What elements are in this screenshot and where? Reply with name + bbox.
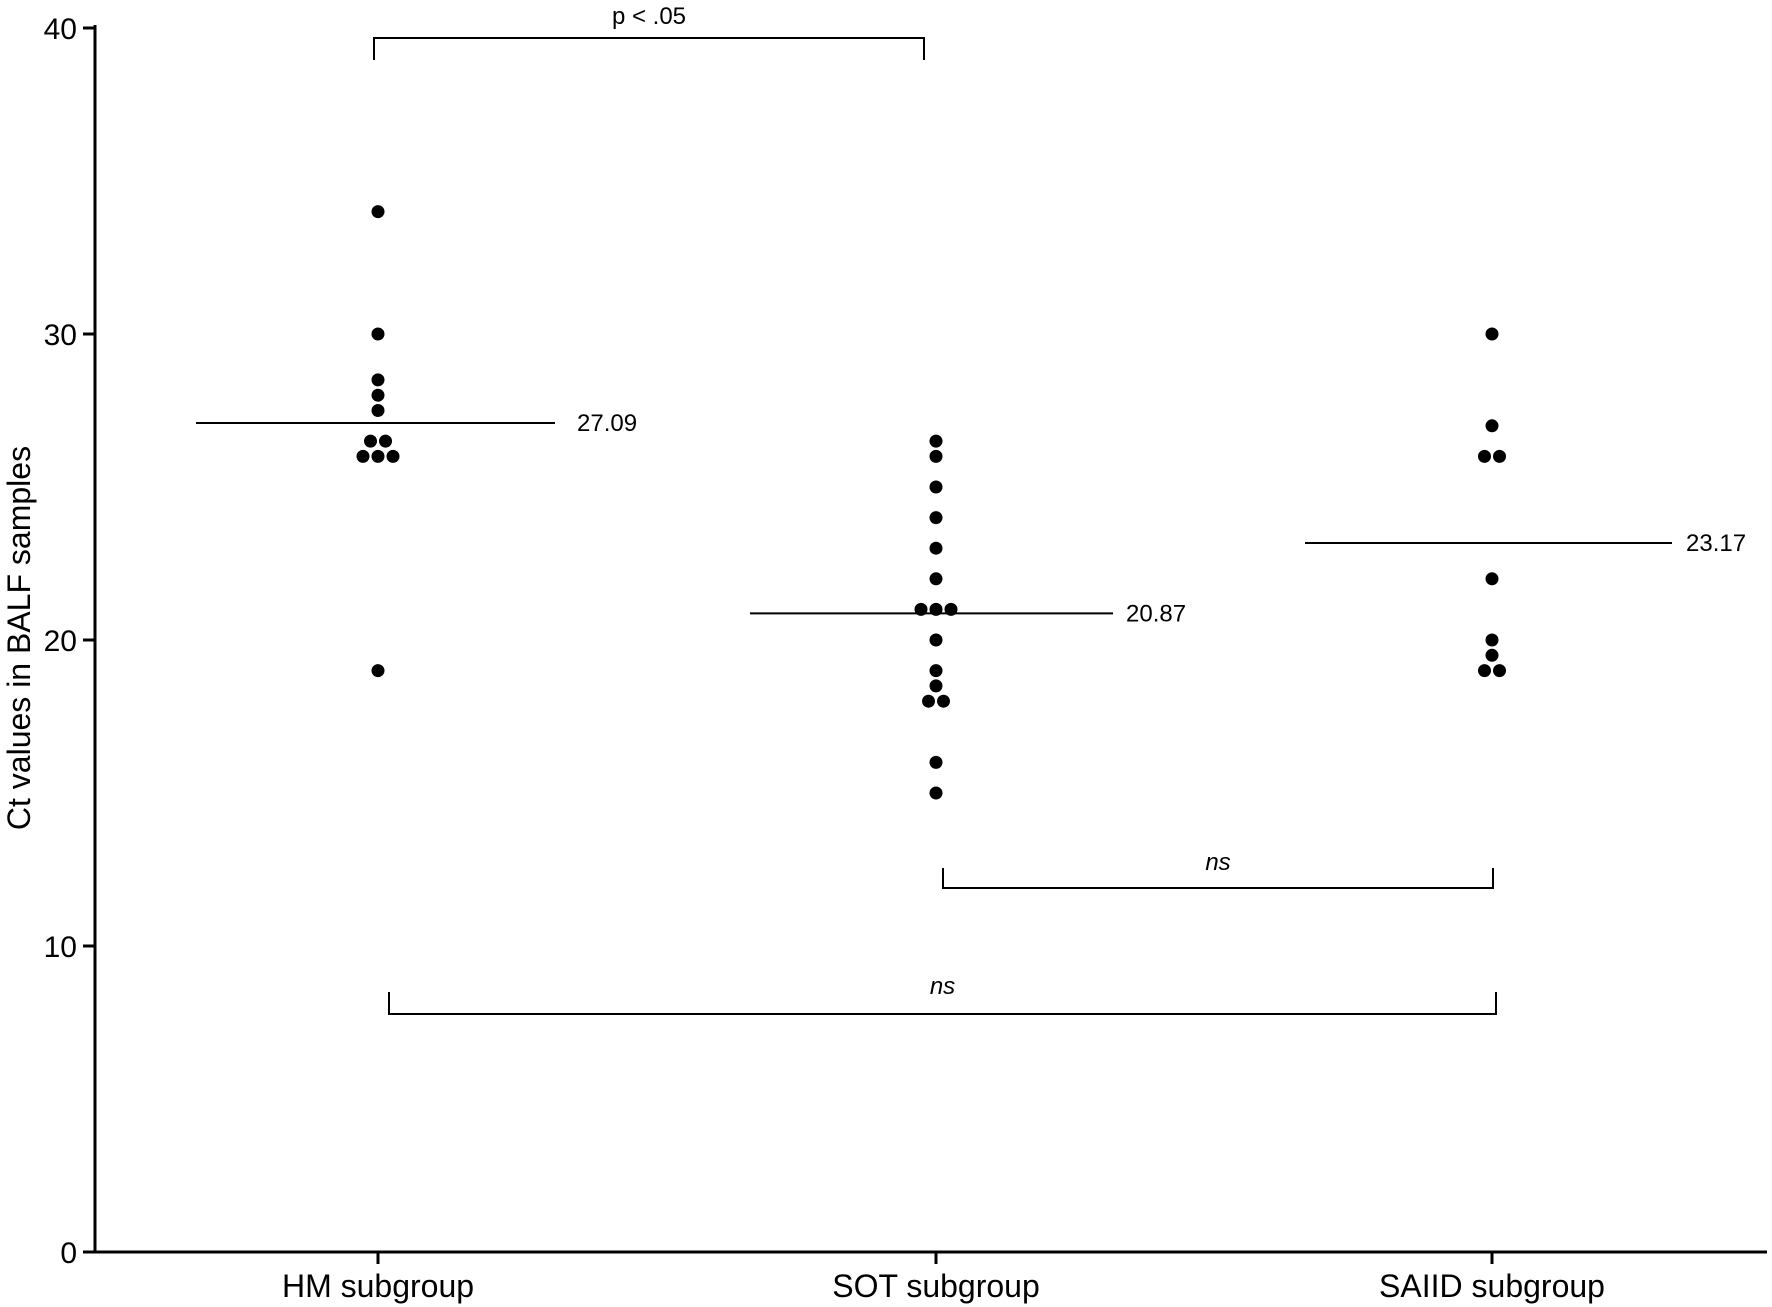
data-point bbox=[929, 664, 943, 678]
mean-label: 27.09 bbox=[577, 410, 637, 437]
comparison-label: p < .05 bbox=[612, 3, 686, 30]
data-point bbox=[929, 755, 943, 769]
comparison-bracket bbox=[942, 868, 1494, 889]
data-point bbox=[1478, 449, 1491, 463]
data-point bbox=[371, 449, 385, 463]
comparison-label: ns bbox=[1205, 849, 1230, 876]
data-point bbox=[914, 602, 928, 616]
data-point bbox=[944, 602, 958, 616]
y-tick-label: 10 bbox=[44, 931, 77, 964]
data-point bbox=[929, 572, 943, 586]
data-point bbox=[929, 786, 943, 800]
y-tick-label: 20 bbox=[44, 625, 77, 658]
y-axis-label: Ct values in BALF samples bbox=[1, 446, 37, 830]
data-point bbox=[1493, 664, 1506, 678]
y-tick-label: 40 bbox=[44, 13, 77, 46]
data-point bbox=[1485, 572, 1499, 586]
data-point bbox=[929, 449, 943, 463]
mean-lines: 27.09 20.87 23.17 bbox=[196, 410, 1746, 627]
data-point bbox=[371, 664, 385, 678]
data-point bbox=[1485, 419, 1499, 433]
data-point bbox=[922, 694, 935, 708]
y-tick-label: 0 bbox=[60, 1237, 77, 1270]
data-point bbox=[371, 404, 385, 417]
y-ticks: 0 10 20 30 40 bbox=[44, 13, 95, 1270]
data-point bbox=[371, 327, 385, 341]
y-tick-label: 30 bbox=[44, 319, 77, 352]
comparison-label: ns bbox=[930, 973, 955, 1000]
data-point bbox=[929, 480, 943, 494]
data-point bbox=[929, 434, 943, 448]
data-point bbox=[937, 694, 950, 708]
data-point bbox=[371, 373, 385, 387]
data-point bbox=[356, 449, 370, 463]
data-point bbox=[929, 511, 943, 525]
data-point bbox=[371, 205, 385, 219]
data-point bbox=[1485, 633, 1499, 647]
data-point bbox=[1485, 648, 1499, 662]
data-point bbox=[386, 449, 400, 463]
data-point bbox=[1493, 449, 1506, 463]
data-point bbox=[371, 388, 385, 402]
comparison-bracket bbox=[388, 992, 1497, 1015]
comparison-brackets: p < .05 ns ns bbox=[373, 3, 1497, 1015]
x-ticks: HM subgroup SOT subgroup SAIID subgroup bbox=[282, 1252, 1605, 1304]
mean-label: 20.87 bbox=[1126, 600, 1186, 627]
data-point bbox=[1478, 664, 1491, 678]
data-points bbox=[356, 205, 1506, 800]
x-tick-label: SOT subgroup bbox=[832, 1268, 1040, 1304]
comparison-bracket bbox=[373, 37, 925, 60]
x-tick-label: SAIID subgroup bbox=[1379, 1268, 1605, 1304]
data-point bbox=[929, 679, 943, 693]
data-point bbox=[929, 633, 943, 647]
data-point bbox=[929, 602, 943, 616]
data-point bbox=[364, 434, 377, 448]
mean-label: 23.17 bbox=[1686, 530, 1746, 557]
data-point bbox=[1485, 327, 1499, 341]
data-point bbox=[929, 541, 943, 555]
x-tick-label: HM subgroup bbox=[282, 1268, 474, 1304]
data-point bbox=[379, 434, 392, 448]
